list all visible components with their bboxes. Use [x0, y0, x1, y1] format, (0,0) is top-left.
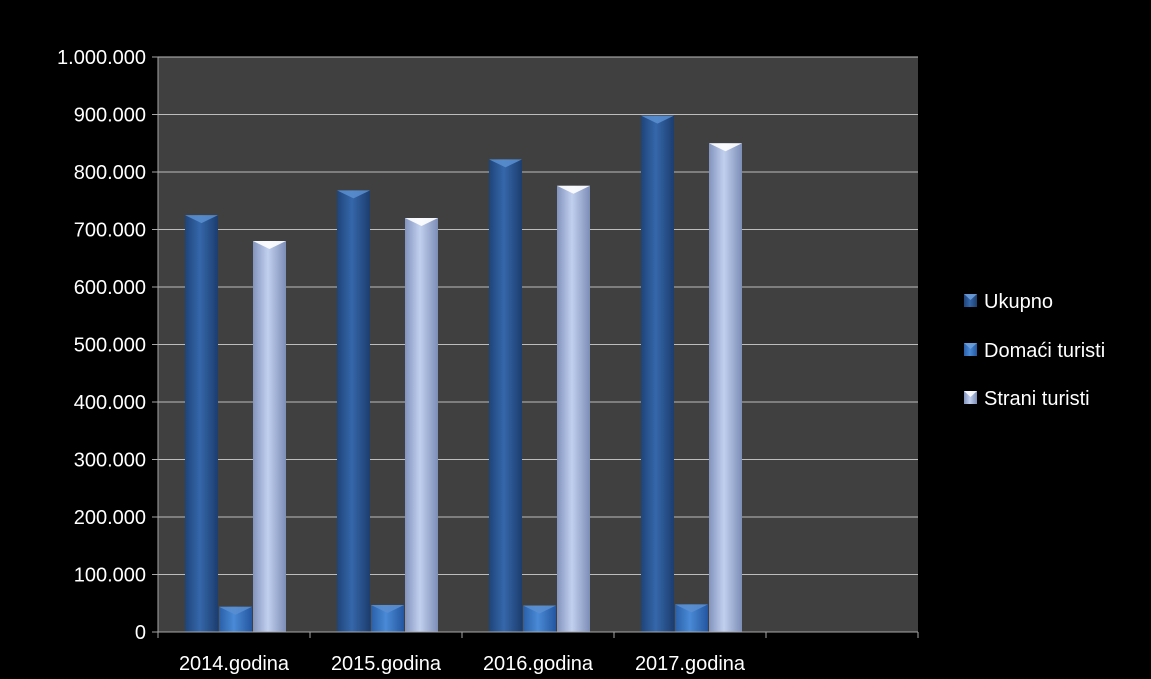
x-tick-label: 2015.godina	[331, 653, 442, 675]
y-tick-label: 300.000	[74, 450, 146, 472]
legend: Ukupno Domaći turisti Strani turisti	[964, 291, 1105, 410]
bar-body	[405, 218, 438, 632]
y-tick-label: 800.000	[74, 162, 146, 184]
legend-swatch	[964, 391, 977, 404]
bar	[675, 604, 708, 632]
y-tick-label: 0	[135, 622, 146, 644]
x-tick-label: 2014.godina	[179, 653, 290, 675]
bar-highlight	[557, 185, 590, 194]
legend-item: Strani turisti	[964, 388, 1090, 410]
bar-body	[489, 159, 522, 632]
bar-body	[185, 215, 218, 632]
bar	[405, 218, 438, 632]
bar-body	[641, 115, 674, 632]
bar	[337, 190, 370, 632]
bar	[253, 241, 286, 632]
bar-highlight	[709, 143, 742, 152]
bar-highlight	[371, 604, 404, 613]
bar-highlight	[523, 605, 556, 614]
legend-swatch-highlight	[964, 391, 977, 397]
bar-highlight	[337, 190, 370, 199]
bar	[219, 606, 252, 632]
legend-swatch	[964, 294, 977, 307]
bar	[371, 604, 404, 632]
axes	[157, 57, 919, 638]
bar	[185, 215, 218, 632]
bar-body	[253, 241, 286, 632]
y-tick-label: 600.000	[74, 277, 146, 299]
bar	[641, 115, 674, 632]
y-tick-label: 400.000	[74, 392, 146, 414]
y-axis-tick-labels: 0 100.000 200.000 300.000 400.000 500.000 600.…	[57, 47, 146, 644]
legend-item: Domaći turisti	[964, 340, 1105, 362]
bar	[709, 143, 742, 632]
x-axis-tick-labels: 2014.godina 2015.godina 2016.godina 2017.go…	[179, 653, 746, 675]
bar	[557, 185, 590, 633]
bar-body	[337, 190, 370, 632]
bar	[489, 159, 522, 632]
bar-highlight	[253, 241, 286, 249]
legend-label: Strani turisti	[984, 388, 1090, 410]
x-tick-label: 2017.godina	[635, 653, 746, 675]
bar-body	[557, 185, 590, 633]
bar-highlight	[185, 215, 218, 224]
bar-highlight	[219, 606, 252, 615]
bar-highlight	[675, 604, 708, 613]
y-tick-label: 700.000	[74, 220, 146, 242]
legend-swatch-highlight	[964, 294, 977, 300]
y-tick-label: 200.000	[74, 507, 146, 529]
bar	[523, 605, 556, 632]
y-tick-label: 500.000	[74, 335, 146, 357]
legend-label: Ukupno	[984, 291, 1053, 313]
bar-highlight	[641, 115, 674, 124]
legend-swatch	[964, 343, 977, 356]
y-tick-label: 100.000	[74, 565, 146, 587]
x-tick-label: 2016.godina	[483, 653, 594, 675]
bars	[185, 115, 742, 633]
bar-body	[709, 143, 742, 632]
legend-swatch-highlight	[964, 343, 977, 349]
legend-label: Domaći turisti	[984, 340, 1105, 362]
bar-highlight	[489, 159, 522, 168]
bar-highlight	[405, 218, 438, 226]
y-tick-label: 900.000	[74, 105, 146, 127]
y-tick-label: 1.000.000	[57, 47, 146, 69]
legend-item: Ukupno	[964, 291, 1053, 313]
